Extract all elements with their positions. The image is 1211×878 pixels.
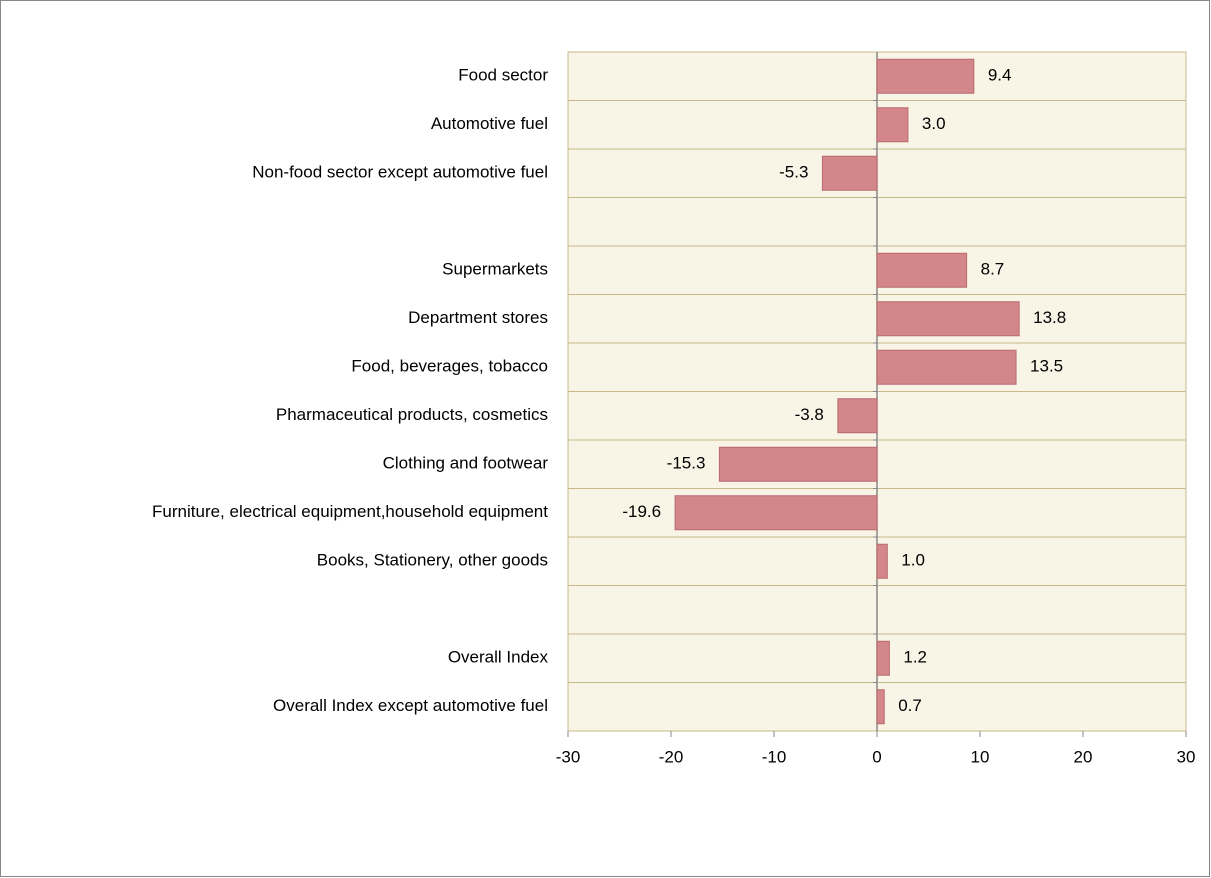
y-tick-label: Automotive fuel (431, 114, 548, 133)
y-tick-label: Overall Index (448, 648, 549, 667)
value-label: 13.8 (1033, 308, 1066, 327)
bar (876, 543, 888, 579)
value-label: -5.3 (779, 163, 808, 182)
x-tick-label: 0 (872, 747, 881, 766)
value-label: 0.7 (898, 696, 922, 715)
bar (876, 58, 975, 94)
value-label: 1.2 (903, 648, 927, 667)
y-tick-label: Clothing and footwear (383, 454, 549, 473)
x-tick-label: -20 (659, 747, 684, 766)
bar (821, 155, 878, 191)
y-tick-label: Food sector (458, 66, 548, 85)
x-tick-label: 10 (971, 747, 990, 766)
bar (876, 252, 968, 288)
value-label: 8.7 (981, 260, 1005, 279)
value-label: -3.8 (795, 405, 824, 424)
value-label: 1.0 (901, 551, 925, 570)
bar (876, 349, 1017, 385)
y-tick-label: Non-food sector except automotive fuel (252, 163, 548, 182)
value-label: 3.0 (922, 114, 946, 133)
y-tick-label: Overall Index except automotive fuel (273, 696, 548, 715)
bar (876, 107, 909, 143)
y-tick-label: Department stores (408, 308, 548, 327)
bar (876, 640, 890, 676)
value-label: 9.4 (988, 66, 1012, 85)
y-tick-label: Pharmaceutical products, cosmetics (276, 405, 548, 424)
y-tick-label: Supermarkets (442, 260, 548, 279)
bar (876, 301, 1020, 337)
y-tick-label: Furniture, electrical equipment,househol… (152, 502, 548, 521)
x-tick-label: -30 (556, 747, 581, 766)
x-tick-label: 30 (1177, 747, 1196, 766)
bar (876, 689, 885, 725)
bar (837, 398, 878, 434)
x-tick-label: 20 (1074, 747, 1093, 766)
value-label: -15.3 (667, 454, 706, 473)
x-tick-label: -10 (762, 747, 787, 766)
y-tick-label: Books, Stationery, other goods (317, 551, 548, 570)
value-label: 13.5 (1030, 357, 1063, 376)
bar (718, 446, 878, 482)
bar (674, 495, 878, 531)
y-tick-label: Food, beverages, tobacco (351, 357, 548, 376)
value-label: -19.6 (622, 502, 661, 521)
